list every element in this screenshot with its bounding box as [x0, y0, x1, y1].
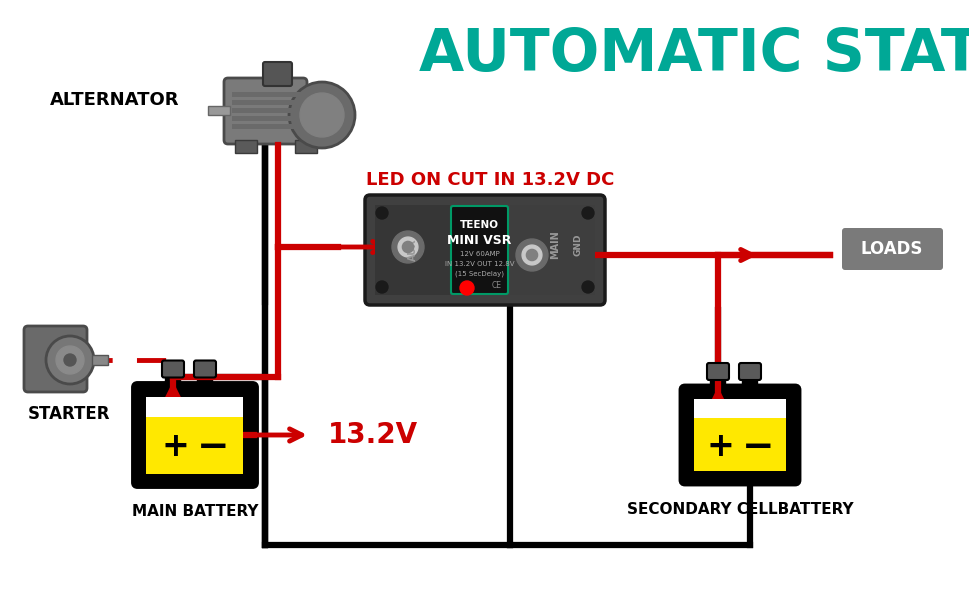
- Text: IN 13.2V OUT 12.8V: IN 13.2V OUT 12.8V: [445, 261, 514, 267]
- Circle shape: [376, 207, 388, 219]
- Text: 12V 60AMP: 12V 60AMP: [459, 251, 499, 257]
- Bar: [375, 205, 450, 295]
- Circle shape: [516, 239, 547, 271]
- Bar: [510, 205, 594, 295]
- FancyBboxPatch shape: [162, 361, 184, 377]
- Text: CE: CE: [491, 281, 502, 290]
- Bar: [693, 399, 785, 471]
- Circle shape: [299, 93, 344, 137]
- Text: AUX: AUX: [407, 239, 417, 262]
- Text: +: +: [161, 431, 189, 463]
- Bar: [232, 108, 301, 113]
- FancyBboxPatch shape: [364, 195, 605, 305]
- Bar: [741, 376, 757, 393]
- Circle shape: [289, 82, 355, 148]
- FancyBboxPatch shape: [224, 78, 306, 144]
- Text: LOADS: LOADS: [860, 240, 922, 258]
- Text: 13.2V: 13.2V: [328, 421, 418, 449]
- Bar: [146, 397, 243, 416]
- Text: MAIN: MAIN: [549, 230, 559, 259]
- Text: −: −: [741, 428, 773, 466]
- Text: LED ON CUT IN 13.2V DC: LED ON CUT IN 13.2V DC: [365, 171, 613, 189]
- Bar: [232, 92, 301, 97]
- Text: MAIN BATTERY: MAIN BATTERY: [132, 505, 258, 520]
- Circle shape: [521, 245, 542, 265]
- FancyBboxPatch shape: [680, 386, 798, 484]
- Bar: [198, 373, 212, 391]
- Text: +: +: [705, 431, 734, 463]
- Bar: [166, 373, 180, 391]
- Bar: [295, 140, 317, 153]
- Text: STARTER: STARTER: [28, 405, 110, 423]
- Bar: [234, 140, 257, 153]
- Text: ALTERNATOR: ALTERNATOR: [50, 91, 179, 109]
- Text: GND: GND: [573, 234, 582, 256]
- FancyBboxPatch shape: [841, 228, 942, 270]
- Circle shape: [376, 281, 388, 293]
- Circle shape: [459, 281, 474, 295]
- Bar: [232, 124, 301, 129]
- FancyBboxPatch shape: [194, 361, 216, 377]
- Circle shape: [581, 207, 593, 219]
- Bar: [146, 397, 243, 473]
- FancyBboxPatch shape: [134, 383, 256, 487]
- Text: SECONDARY CELLBATTERY: SECONDARY CELLBATTERY: [626, 502, 853, 517]
- Circle shape: [56, 346, 84, 374]
- Bar: [709, 376, 725, 393]
- Bar: [232, 100, 301, 105]
- Circle shape: [402, 241, 413, 253]
- Text: TEENO: TEENO: [459, 220, 498, 230]
- FancyBboxPatch shape: [706, 363, 729, 380]
- Bar: [693, 399, 785, 418]
- Circle shape: [526, 250, 537, 260]
- FancyBboxPatch shape: [24, 326, 87, 392]
- Text: MINI VSR: MINI VSR: [447, 233, 512, 247]
- Text: AUTOMATIC STATE: AUTOMATIC STATE: [419, 26, 969, 83]
- Circle shape: [46, 336, 94, 384]
- Text: −: −: [197, 428, 229, 466]
- Circle shape: [581, 281, 593, 293]
- Circle shape: [64, 354, 76, 366]
- FancyBboxPatch shape: [263, 62, 292, 86]
- Circle shape: [397, 237, 418, 257]
- Text: (15 SecDelay): (15 SecDelay): [454, 271, 504, 277]
- Circle shape: [391, 231, 423, 263]
- Bar: [232, 116, 301, 121]
- FancyBboxPatch shape: [738, 363, 761, 380]
- FancyBboxPatch shape: [451, 206, 508, 294]
- Bar: [207, 106, 230, 115]
- Bar: [92, 355, 108, 365]
